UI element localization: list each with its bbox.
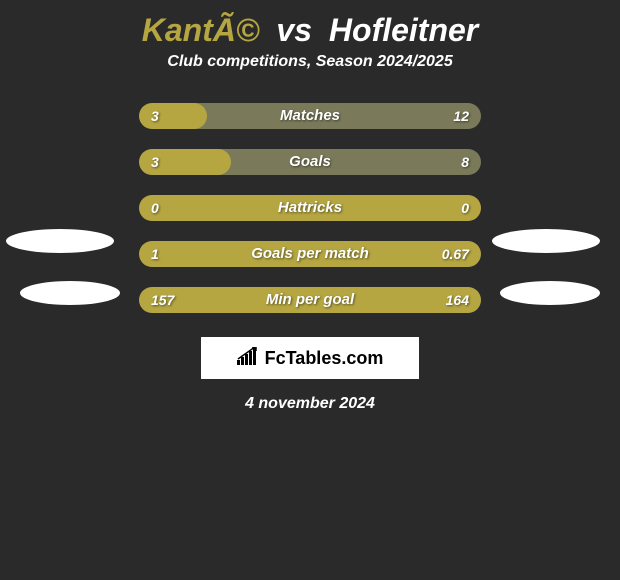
team-logo-placeholder-bottom-left [20, 281, 120, 305]
stat-row-matches: 3 Matches 12 [139, 103, 481, 129]
stat-row-goals-per-match: 1 Goals per match 0.67 [139, 241, 481, 267]
team-logo-placeholder-bottom-right [500, 281, 600, 305]
snapshot-date: 4 november 2024 [0, 395, 620, 413]
team-logo-placeholder-top-right [492, 229, 600, 253]
stat-value-right: 8 [461, 149, 469, 175]
stat-row-hattricks: 0 Hattricks 0 [139, 195, 481, 221]
stat-label: Matches [139, 103, 481, 129]
player-left-name: KantÃ© [142, 12, 260, 48]
player-right-name: Hofleitner [329, 12, 478, 48]
stat-value-right: 0 [461, 195, 469, 221]
stat-label: Goals per match [139, 241, 481, 267]
site-name: FcTables.com [265, 348, 384, 369]
team-logo-placeholder-top-left [6, 229, 114, 253]
stat-value-right: 12 [453, 103, 469, 129]
signal-bars-icon [237, 347, 259, 370]
stats-bars: 3 Matches 12 3 Goals 8 0 Hattricks 0 1 G… [139, 103, 481, 313]
stat-value-right: 164 [446, 287, 469, 313]
stat-label: Hattricks [139, 195, 481, 221]
stat-label: Goals [139, 149, 481, 175]
stat-label: Min per goal [139, 287, 481, 313]
stat-row-goals: 3 Goals 8 [139, 149, 481, 175]
stat-value-right: 0.67 [442, 241, 469, 267]
vs-separator: vs [276, 12, 312, 48]
season-subtitle: Club competitions, Season 2024/2025 [0, 53, 620, 71]
comparison-title: KantÃ© vs Hofleitner [0, 0, 620, 53]
site-attribution-badge: FcTables.com [201, 337, 419, 379]
comparison-area: 3 Matches 12 3 Goals 8 0 Hattricks 0 1 G… [0, 103, 620, 413]
stat-row-min-per-goal: 157 Min per goal 164 [139, 287, 481, 313]
